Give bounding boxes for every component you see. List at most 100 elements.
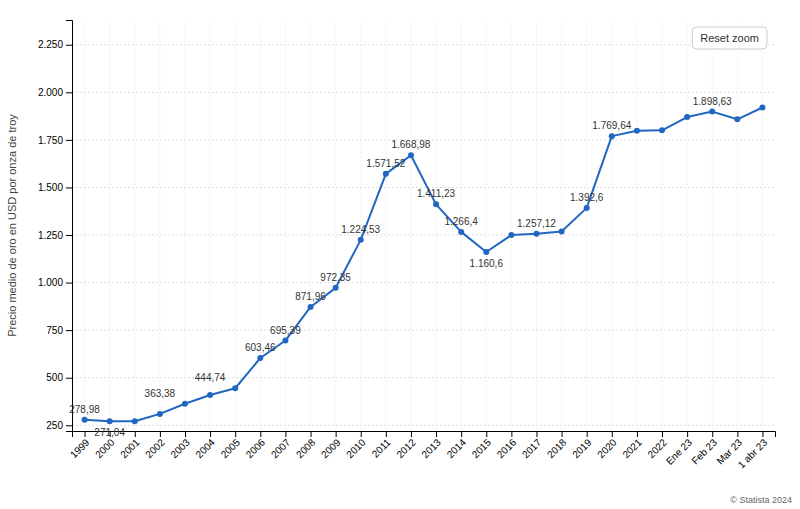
tick: 2022 bbox=[645, 431, 669, 460]
tick-mark bbox=[160, 431, 161, 437]
grid-line bbox=[210, 20, 211, 431]
tick-mark bbox=[66, 45, 72, 46]
data-label: 1.769,64 bbox=[592, 120, 631, 131]
tick-mark bbox=[85, 431, 86, 437]
grid-line bbox=[159, 20, 160, 431]
tick: Feb 23 bbox=[689, 431, 719, 466]
data-label: 972,35 bbox=[320, 272, 351, 283]
tick-label: Ene 23 bbox=[664, 436, 694, 466]
point bbox=[82, 417, 88, 423]
grid-line bbox=[511, 20, 512, 431]
tick: 500 bbox=[46, 372, 72, 383]
point bbox=[282, 338, 288, 344]
tick: 2007 bbox=[269, 431, 293, 460]
tick-mark bbox=[461, 431, 462, 437]
tick-mark bbox=[612, 431, 613, 437]
grid-line bbox=[109, 20, 110, 431]
tick-mark bbox=[66, 235, 72, 236]
point bbox=[659, 127, 665, 133]
tick-label: 2017 bbox=[520, 436, 544, 460]
tick: 2010 bbox=[344, 431, 368, 460]
axis-title: Precio medio de oro en USD por onza de t… bbox=[6, 114, 18, 337]
tick-mark bbox=[662, 431, 663, 437]
grid-line bbox=[72, 330, 775, 331]
point bbox=[483, 249, 489, 255]
tick-label: 2003 bbox=[168, 436, 192, 460]
tick-label: 2011 bbox=[370, 436, 393, 459]
tick-mark bbox=[737, 431, 738, 437]
grid-line bbox=[285, 20, 286, 431]
tick-label: 1.250 bbox=[38, 230, 63, 241]
point bbox=[182, 401, 188, 407]
point bbox=[308, 304, 314, 310]
tick-mark bbox=[185, 431, 186, 437]
credit: © Statista 2024 bbox=[730, 495, 792, 505]
tick-label: 1.500 bbox=[38, 182, 63, 193]
grid-line bbox=[636, 20, 637, 431]
tick-label: 2006 bbox=[244, 436, 268, 460]
tick-label: 250 bbox=[46, 420, 63, 431]
data-label: 1.160,6 bbox=[470, 258, 504, 269]
data-label: 444,74 bbox=[195, 372, 226, 383]
tick-label: 2.000 bbox=[38, 87, 63, 98]
tick: 1.500 bbox=[38, 182, 72, 193]
tick-label: 2019 bbox=[570, 436, 594, 460]
grid-line bbox=[260, 20, 261, 431]
grid bbox=[72, 20, 775, 431]
plot: 2505007501.0001.2501.5001.7502.0002.2501… bbox=[6, 20, 776, 470]
data-label: 1.266,4 bbox=[444, 216, 478, 227]
tick-label: 2007 bbox=[269, 436, 293, 460]
data-label: 695,39 bbox=[270, 325, 301, 336]
grid-line bbox=[235, 20, 236, 431]
tick: 250 bbox=[46, 420, 72, 431]
tick-mark bbox=[712, 431, 713, 437]
grid-line bbox=[687, 20, 688, 431]
point bbox=[458, 229, 464, 235]
point bbox=[107, 418, 113, 424]
tick-label: 2009 bbox=[319, 436, 343, 460]
grid-line bbox=[436, 20, 437, 431]
grid-line bbox=[134, 20, 135, 431]
tick-mark bbox=[637, 431, 638, 437]
axis-line bbox=[66, 21, 73, 432]
tick-label: 2016 bbox=[495, 436, 519, 460]
tick-mark bbox=[687, 431, 688, 437]
tick-mark bbox=[587, 431, 588, 437]
tick: 1999 bbox=[68, 431, 92, 460]
tick-mark bbox=[66, 92, 72, 93]
point bbox=[584, 205, 590, 211]
tick-label: 2002 bbox=[143, 436, 167, 460]
tick-label: 1 abr 23 bbox=[736, 436, 770, 470]
tick-mark bbox=[66, 187, 72, 188]
point bbox=[232, 385, 238, 391]
tick-mark bbox=[311, 431, 312, 437]
grid-line bbox=[72, 92, 775, 93]
data-label: 1.668,98 bbox=[391, 139, 430, 150]
line bbox=[85, 108, 763, 422]
grid-line bbox=[486, 20, 487, 431]
data-label: 1.898,63 bbox=[693, 96, 732, 107]
grid-line bbox=[410, 20, 411, 431]
tick-mark bbox=[285, 431, 286, 437]
tick-label: Feb 23 bbox=[689, 436, 719, 466]
tick: 2015 bbox=[470, 431, 494, 460]
chart: 2505007501.0001.2501.5001.7502.0002.2501… bbox=[0, 0, 800, 509]
data-label: 278,98 bbox=[69, 404, 100, 415]
tick-mark bbox=[66, 378, 72, 379]
grid-line bbox=[184, 20, 185, 431]
tick: 2014 bbox=[445, 431, 469, 460]
tick: 1.000 bbox=[38, 277, 72, 288]
grid-line bbox=[737, 20, 738, 431]
tick-mark bbox=[336, 431, 337, 437]
point bbox=[157, 411, 163, 417]
tick-label: 1.750 bbox=[38, 135, 63, 146]
tick: 2003 bbox=[168, 431, 192, 460]
point bbox=[734, 116, 740, 122]
x-axis: 1999200020012002200320042005200620072008… bbox=[68, 431, 776, 470]
tick-label: 2013 bbox=[419, 436, 443, 460]
tick-label: 2021 bbox=[620, 436, 644, 460]
point bbox=[559, 229, 565, 235]
tick: 2016 bbox=[495, 431, 519, 460]
data-label: 1.571,52 bbox=[366, 158, 405, 169]
grid-line bbox=[561, 20, 562, 431]
